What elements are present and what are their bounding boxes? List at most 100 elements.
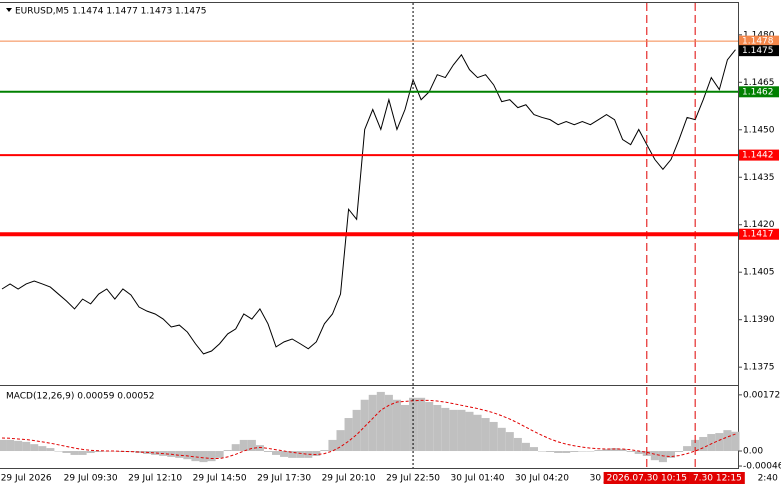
- histogram-bar: [602, 449, 611, 452]
- x-tick-label: 2:40: [758, 474, 778, 484]
- histogram-bar: [449, 409, 458, 452]
- histogram-bar: [175, 451, 184, 458]
- histogram-bar: [296, 451, 305, 458]
- y-tick-label: 1.1480: [743, 30, 775, 40]
- symbol-header: EURUSD,M5 1.1474 1.1477 1.1473 1.1475: [15, 7, 207, 17]
- histogram-bar: [215, 451, 224, 458]
- x-tick-label: 29 Jul 22:50: [386, 474, 440, 484]
- last-price-label: 1.1475: [742, 46, 774, 56]
- histogram-bar: [0, 439, 7, 452]
- histogram-bar: [441, 407, 450, 452]
- histogram-bar: [513, 437, 522, 452]
- histogram-bar: [272, 451, 281, 455]
- histogram-bar: [537, 451, 547, 452]
- histogram-bar: [22, 441, 31, 452]
- y-tick-label: 0.00: [743, 447, 763, 457]
- histogram-bar: [666, 451, 676, 458]
- histogram-bar: [723, 430, 732, 452]
- histogram-bar: [465, 411, 474, 452]
- histogram-bar: [280, 451, 289, 457]
- histogram-bar: [562, 451, 571, 453]
- histogram-bar: [731, 431, 740, 452]
- histogram-bar: [715, 433, 724, 452]
- histogram-bar: [707, 434, 716, 452]
- histogram-bar: [675, 451, 684, 452]
- x-tick-label: 29 Jul 20:10: [322, 474, 376, 484]
- histogram-bar: [70, 451, 79, 455]
- histogram-bar: [126, 451, 135, 452]
- histogram-bar: [38, 446, 47, 452]
- y-tick-label: -0.00046: [743, 462, 781, 472]
- histogram-bar: [650, 451, 659, 461]
- crosshair-label: 2026.07.30 10:15: [607, 474, 687, 484]
- histogram-bar: [134, 451, 144, 453]
- crosshair-label-box: [603, 472, 690, 484]
- histogram-bar: [223, 450, 232, 452]
- histogram-bar: [392, 399, 401, 452]
- level-label-box: [739, 35, 779, 47]
- histogram-bar: [183, 451, 192, 460]
- histogram-bar: [529, 447, 538, 452]
- y-tick-label: 1.1375: [743, 363, 775, 373]
- histogram-bar: [618, 449, 627, 452]
- dropdown-icon: [6, 8, 12, 12]
- histogram-bar: [344, 418, 353, 452]
- histogram-bar: [384, 394, 393, 452]
- macd-header: MACD(12,26,9) 0.00059 0.00052: [6, 392, 155, 402]
- x-tick-label: 29 Jul 17:30: [257, 474, 311, 484]
- histogram-bar: [328, 439, 337, 452]
- x-tick-label: 29 Jul 09:30: [64, 474, 118, 484]
- histogram-bar: [546, 451, 555, 452]
- histogram-bar: [46, 448, 55, 452]
- y-tick-label: 1.1405: [743, 268, 775, 278]
- histogram-bar: [151, 451, 160, 455]
- histogram-bar: [683, 446, 692, 452]
- histogram-bar: [626, 451, 635, 452]
- histogram-bar: [376, 391, 385, 452]
- histogram-bar: [30, 444, 39, 452]
- histogram-bar: [352, 409, 361, 452]
- histogram-bar: [425, 402, 434, 452]
- histogram-bar: [699, 436, 708, 452]
- histogram-bar: [691, 439, 700, 452]
- histogram-bar: [110, 451, 119, 452]
- histogram-bar: [14, 440, 23, 452]
- histogram-bar: [255, 445, 264, 452]
- level-label-box: [739, 149, 779, 161]
- level-label-box: [739, 86, 779, 98]
- histogram-bar: [521, 442, 530, 452]
- price-line: [1, 49, 736, 355]
- histogram-bar: [594, 450, 603, 452]
- histogram-bar: [207, 451, 216, 462]
- plot-layer: [0, 3, 740, 468]
- histogram-bar: [247, 439, 256, 452]
- histogram-bar: [62, 451, 71, 453]
- histogram-bar: [231, 444, 240, 452]
- histogram-bar: [481, 418, 490, 452]
- histogram-bar: [199, 451, 208, 463]
- level-label-box: [739, 228, 779, 240]
- histogram-bar: [54, 451, 63, 452]
- histogram-bar: [586, 451, 595, 452]
- histogram-bar: [288, 451, 297, 458]
- y-tick-label: 1.1420: [743, 220, 775, 230]
- signal-line: [1, 399, 736, 460]
- histogram-bar: [312, 451, 321, 456]
- y-tick-label: 1.1390: [743, 315, 775, 325]
- y-tick-label: 0.00172: [743, 390, 780, 400]
- histogram-bar: [368, 394, 377, 452]
- histogram-bar: [570, 451, 579, 452]
- level-label: 1.1462: [742, 87, 774, 97]
- histogram-bar: [457, 409, 466, 452]
- crosshair-label: 7.30 12:15: [693, 474, 742, 484]
- x-tick-label: 29 Jul 14:50: [193, 474, 247, 484]
- histogram-bar: [191, 451, 200, 462]
- level-label: 1.1478: [742, 37, 774, 47]
- histogram-bar: [658, 451, 667, 463]
- histogram-bar: [78, 451, 87, 455]
- crosshair-label-box: [689, 472, 745, 484]
- histogram-bar: [578, 451, 587, 452]
- histogram-bar: [417, 397, 426, 452]
